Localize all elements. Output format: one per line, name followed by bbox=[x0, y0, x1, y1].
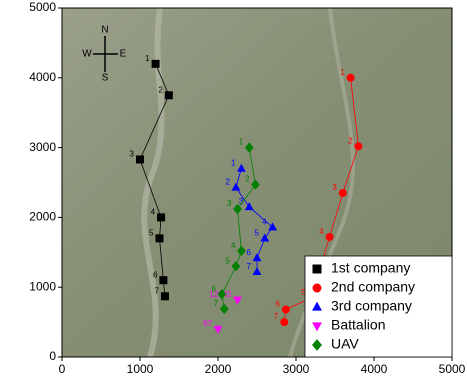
x-tick-label: 1000 bbox=[127, 362, 154, 376]
legend-label: 3rd company bbox=[331, 298, 412, 314]
marker bbox=[159, 276, 167, 284]
point-label: 3 bbox=[332, 183, 337, 192]
y-tick-label: 2000 bbox=[29, 210, 56, 224]
point-label: 67 bbox=[203, 319, 212, 328]
y-tick-label: 4000 bbox=[29, 70, 56, 84]
marker bbox=[326, 233, 334, 241]
point-label: 6 bbox=[247, 248, 252, 257]
marker bbox=[152, 60, 160, 68]
point-label: 3 bbox=[130, 150, 135, 159]
point-label: 1 bbox=[231, 159, 236, 168]
compass-e: E bbox=[120, 49, 127, 60]
point-label: 7 bbox=[247, 262, 252, 271]
legend-label: 1st company bbox=[331, 260, 410, 276]
point-label: 1 bbox=[340, 68, 345, 77]
marker bbox=[354, 142, 362, 150]
x-tick-label: 3000 bbox=[283, 362, 310, 376]
marker bbox=[136, 155, 144, 163]
point-label: 4 bbox=[231, 241, 236, 250]
marker bbox=[282, 306, 290, 314]
point-label: 1 bbox=[239, 138, 244, 147]
marker bbox=[157, 213, 165, 221]
x-tick-label: 5000 bbox=[439, 362, 466, 376]
legend-label: 2nd company bbox=[331, 279, 415, 295]
legend-label: UAV bbox=[331, 336, 359, 352]
point-label: 4 bbox=[262, 217, 267, 226]
y-tick-label: 5000 bbox=[29, 0, 56, 14]
point-label: 3 bbox=[227, 199, 232, 208]
point-label: 6 bbox=[153, 270, 158, 279]
x-tick-label: 0 bbox=[59, 362, 66, 376]
point-label: 6 bbox=[275, 300, 280, 309]
point-label: 1 bbox=[145, 54, 150, 63]
y-tick-label: 0 bbox=[49, 349, 56, 363]
point-label: 5 bbox=[225, 256, 230, 265]
point-label: 2 bbox=[225, 177, 230, 186]
marker bbox=[339, 189, 347, 197]
y-tick-label: 1000 bbox=[29, 279, 56, 293]
marker bbox=[165, 91, 173, 99]
point-label: 5 bbox=[254, 228, 259, 237]
x-tick-label: 2000 bbox=[205, 362, 232, 376]
y-tick-label: 3000 bbox=[29, 140, 56, 154]
compass-n: N bbox=[101, 25, 108, 36]
point-label: 7 bbox=[274, 312, 279, 321]
point-label: 4 bbox=[319, 227, 324, 236]
point-label: 4 bbox=[151, 208, 156, 217]
marker bbox=[280, 318, 288, 326]
compass-s: S bbox=[102, 73, 109, 84]
point-label: 5 bbox=[149, 228, 154, 237]
marker bbox=[161, 292, 169, 300]
chart: N E S W 0 1000 2000 3000 4000 5000 0 1000 2000 30… bbox=[0, 0, 467, 392]
legend: 1st company 2nd company 3rd company Battali… bbox=[305, 256, 452, 357]
compass-w: W bbox=[82, 49, 92, 60]
point-label: 2 bbox=[158, 85, 163, 94]
legend-label: Battalion bbox=[331, 317, 385, 333]
legend-marker bbox=[313, 265, 322, 274]
marker bbox=[156, 234, 164, 242]
marker bbox=[347, 74, 355, 82]
point-label: 7 bbox=[214, 299, 219, 308]
point-label: 2 bbox=[348, 136, 353, 145]
point-label: 7 bbox=[155, 286, 160, 295]
legend-marker bbox=[313, 284, 322, 293]
point-label: 6 bbox=[211, 284, 216, 293]
point-label: 2 bbox=[245, 175, 250, 184]
x-tick-label: 4000 bbox=[361, 362, 388, 376]
